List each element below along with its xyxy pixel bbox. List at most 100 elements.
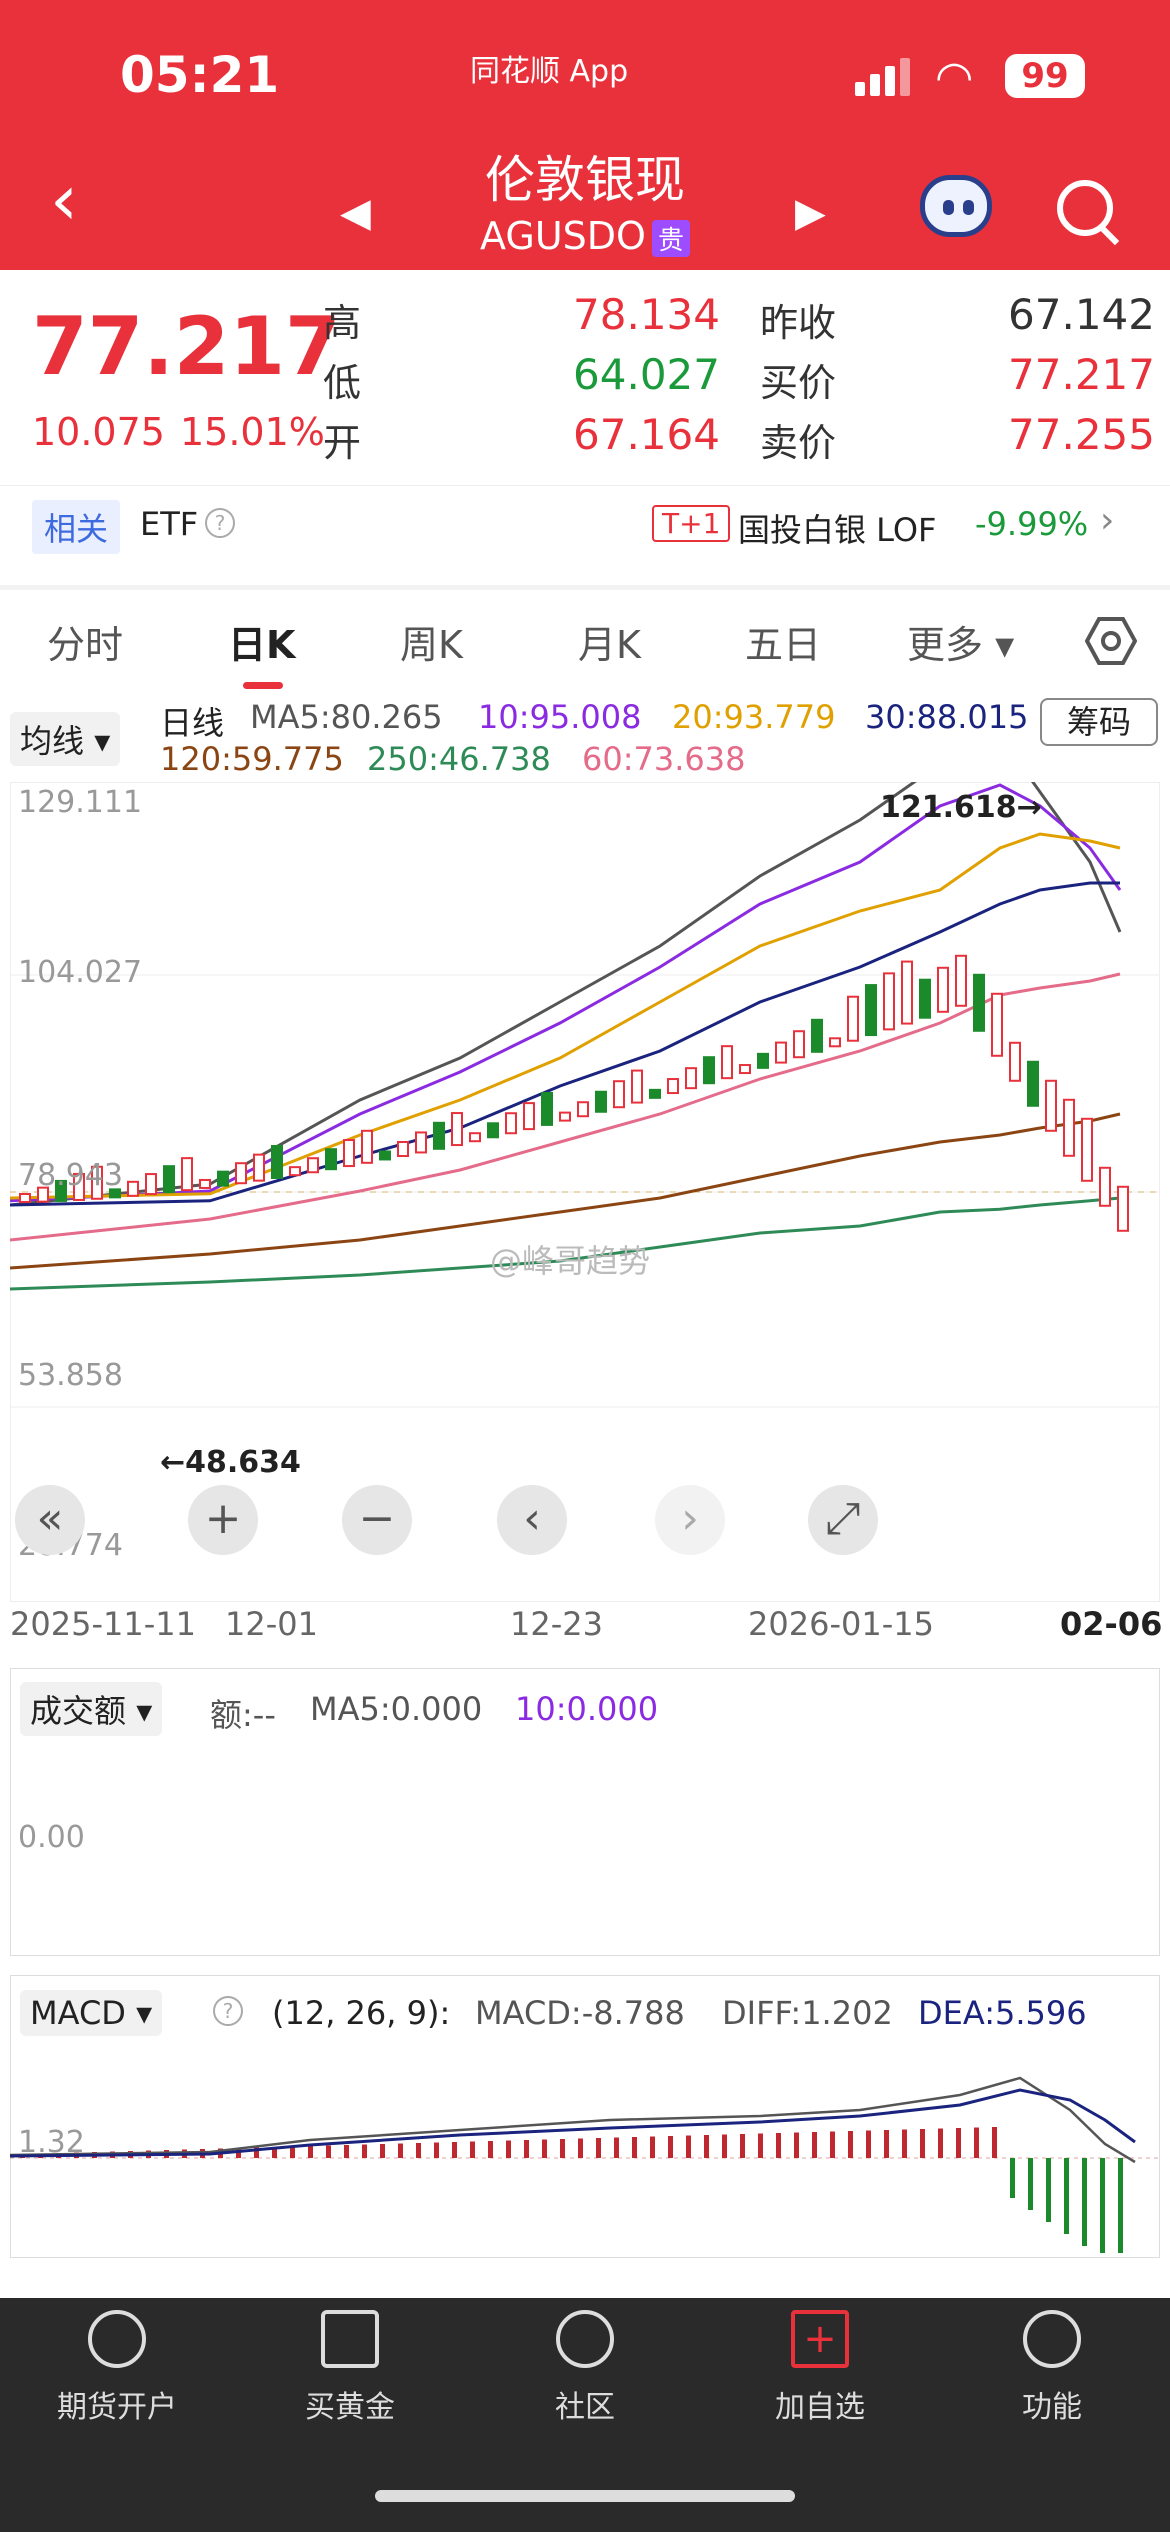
- zoom-in-button[interactable]: +: [188, 1485, 258, 1555]
- candle: [667, 1078, 679, 1095]
- high-marker: 121.618→: [880, 790, 1042, 825]
- date-label-0: 2025-11-11: [10, 1605, 196, 1643]
- fullscreen-button[interactable]: ⤢: [808, 1485, 878, 1555]
- next-item-button[interactable]: ▶: [795, 190, 826, 236]
- volume-y-tick: 0.00: [18, 1820, 85, 1855]
- macd-bar: [992, 2127, 997, 2158]
- candle: [1009, 1041, 1021, 1082]
- tab-more-label: 更多: [907, 623, 984, 667]
- volume-dropdown[interactable]: 成交额 ▾: [20, 1682, 163, 1736]
- back-button[interactable]: ‹: [50, 159, 78, 241]
- candle: [865, 984, 877, 1037]
- macd-bar: [326, 2145, 331, 2158]
- candle: [397, 1141, 409, 1158]
- candle: [793, 1030, 805, 1059]
- nav-label: 期货开户: [57, 2390, 177, 2425]
- prev-item-button[interactable]: ◀: [340, 190, 371, 236]
- candle: [631, 1069, 643, 1104]
- candle: [343, 1139, 355, 1168]
- macd-bar: [722, 2134, 727, 2158]
- nav-futures-account[interactable]: 期货开户: [47, 2310, 187, 2426]
- nav-buy-gold[interactable]: 买黄金: [280, 2310, 420, 2426]
- macd-bar: [1010, 2158, 1015, 2198]
- macd-bar: [650, 2136, 655, 2158]
- candle: [1081, 1117, 1093, 1182]
- related-etf-bar[interactable]: [0, 485, 1170, 585]
- volume-ma5: MA5:0.000: [310, 1690, 483, 1728]
- candle: [73, 1172, 85, 1201]
- macd-bar: [470, 2141, 475, 2158]
- macd-bar: [884, 2130, 889, 2158]
- volume-amount: 额:--: [210, 1696, 276, 1734]
- dea-value: DEA:5.596: [918, 1994, 1087, 2032]
- candle: [127, 1180, 139, 1197]
- chip-button[interactable]: 筹码: [1040, 698, 1158, 746]
- ma-line-6: [10, 1196, 1121, 1291]
- add-icon: +: [791, 2310, 849, 2368]
- menu-icon: [1023, 2310, 1081, 2368]
- nav-add-watchlist[interactable]: + 加自选: [750, 2310, 890, 2426]
- macd-bar: [848, 2131, 853, 2158]
- scroll-left-fast-button[interactable]: «: [15, 1485, 85, 1555]
- battery-icon: 99: [1005, 54, 1085, 98]
- candle: [55, 1179, 67, 1202]
- candle: [109, 1188, 121, 1199]
- ma20-value: 20:93.779: [672, 698, 836, 736]
- macd-bar: [1064, 2158, 1069, 2234]
- period-tabs: [0, 590, 1170, 690]
- macd-dropdown-label: MACD: [30, 1994, 126, 2032]
- tab-monthly-k[interactable]: 月K: [578, 623, 641, 667]
- label-prev-close: 昨收: [760, 301, 837, 345]
- settings-hexagon-icon[interactable]: [1085, 615, 1137, 667]
- nav-label: 功能: [1022, 2390, 1082, 2425]
- ma10-value: 10:95.008: [478, 698, 642, 736]
- macd-bar: [866, 2130, 871, 2158]
- header-bar: 05:21 同花顺 App ◠ 99 ‹ ◀ 伦敦银现 AGUSDO 贵 ▶: [0, 0, 1170, 270]
- macd-bar: [542, 2139, 547, 2158]
- ma-line-5: [10, 1112, 1121, 1270]
- candle: [739, 1064, 751, 1075]
- tab-more[interactable]: 更多 ▾: [907, 623, 1015, 667]
- macd-params: (12, 26, 9):: [272, 1994, 451, 2032]
- candlestick-chart[interactable]: 121.618→ ←48.634 @峰哥趋势: [10, 782, 1160, 1602]
- last-price: 77.217: [32, 300, 341, 393]
- macd-bar: [686, 2135, 691, 2158]
- scroll-left-button[interactable]: ‹: [497, 1485, 567, 1555]
- macd-bar: [704, 2135, 709, 2158]
- help-icon[interactable]: ?: [205, 508, 235, 538]
- macd-bar: [1082, 2158, 1087, 2246]
- macd-bar: [794, 2132, 799, 2158]
- macd-bar: [776, 2133, 781, 2158]
- t1-tag: T+1: [652, 505, 731, 542]
- tab-intraday[interactable]: 分时: [47, 623, 124, 667]
- zoom-out-button[interactable]: −: [342, 1485, 412, 1555]
- candle: [253, 1153, 265, 1182]
- scroll-right-button[interactable]: ›: [655, 1485, 725, 1555]
- candle: [361, 1129, 373, 1164]
- metal-badge: 贵: [651, 220, 690, 257]
- page-title: 伦敦银现: [485, 151, 685, 209]
- tab-five-day[interactable]: 五日: [745, 623, 822, 667]
- candle: [523, 1102, 535, 1131]
- robot-assistant-icon[interactable]: [920, 175, 992, 237]
- tab-weekly-k[interactable]: 周K: [400, 623, 463, 667]
- nav-community[interactable]: 社区: [515, 2310, 655, 2426]
- nav-label: 社区: [555, 2390, 615, 2425]
- search-icon[interactable]: [1057, 180, 1113, 236]
- etf-label: ETF: [140, 505, 199, 543]
- candle: [991, 992, 1003, 1057]
- ma-dropdown[interactable]: 均线 ▾: [10, 712, 121, 766]
- tab-daily-k[interactable]: 日K: [228, 614, 295, 689]
- macd-help-icon[interactable]: ?: [213, 1996, 243, 2026]
- chevron-right-icon[interactable]: ›: [1100, 500, 1115, 541]
- candle: [775, 1041, 787, 1064]
- macd-bar: [1118, 2158, 1123, 2253]
- candle: [919, 978, 931, 1019]
- macd-bar: [830, 2131, 835, 2158]
- macd-bar: [560, 2139, 565, 2158]
- etf-name[interactable]: 国投白银 LOF: [738, 511, 937, 549]
- macd-bar: [380, 2144, 385, 2158]
- nav-functions[interactable]: 功能: [982, 2310, 1122, 2426]
- macd-dropdown[interactable]: MACD ▾: [20, 1990, 163, 2036]
- macd-bar: [290, 2146, 295, 2158]
